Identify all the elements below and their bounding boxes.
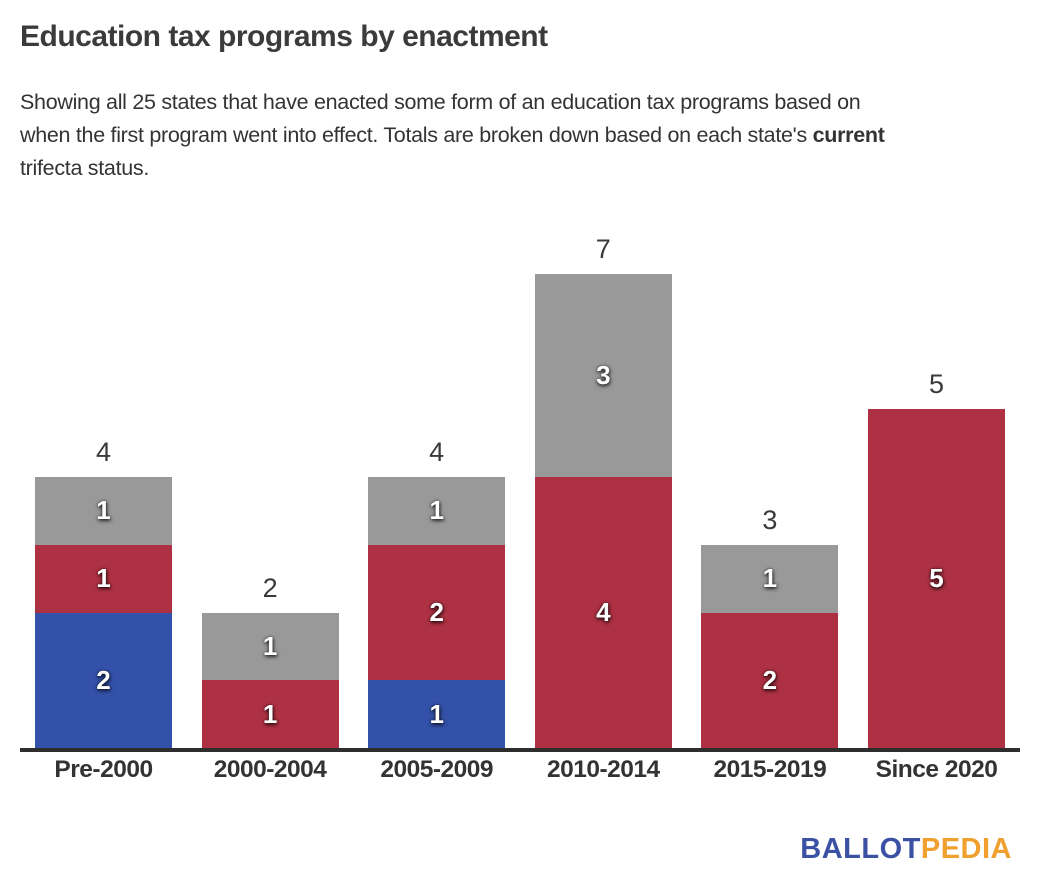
logo-text-ballot: BALLOT bbox=[800, 833, 921, 865]
segment-value-label: 3 bbox=[596, 359, 611, 390]
subtitle-line-2: when the first program went into effect.… bbox=[20, 123, 885, 147]
segment-value-label: 1 bbox=[96, 563, 111, 594]
bar-segment-2000-2004-gray: 1 bbox=[201, 612, 339, 681]
segment-value-label: 2 bbox=[429, 597, 444, 627]
x-axis-label-2015-2019: 2015-2019 bbox=[713, 756, 827, 783]
x-axis-label-2005-2009: 2005-2009 bbox=[380, 756, 494, 783]
segment-value-label: 1 bbox=[429, 698, 444, 729]
subtitle-line-3: trifecta status. bbox=[20, 156, 150, 180]
bar-segment-since-2020-red: 5 bbox=[868, 409, 1005, 748]
chart-subtitle: Showing all 25 states that have enacted … bbox=[20, 86, 1030, 185]
segment-value-label: 1 bbox=[262, 698, 278, 729]
x-axis-label-2010-2014: 2010-2014 bbox=[546, 756, 660, 783]
x-axis-label-2000-2004: 2000-2004 bbox=[213, 756, 327, 783]
bar-segment-2010-2014-gray: 3 bbox=[534, 273, 672, 477]
bar-total-label: 5 bbox=[928, 369, 945, 400]
segment-value-label: 2 bbox=[762, 664, 778, 695]
x-axis-label-pre-2000: Pre-2000 bbox=[54, 756, 153, 783]
bar-segment-2005-2009-blue: 1 bbox=[368, 680, 506, 748]
bar-total-label: 2 bbox=[262, 572, 278, 603]
bar-total-label: 7 bbox=[595, 233, 611, 264]
segment-value-label: 2 bbox=[96, 664, 111, 695]
bar-total-label: 4 bbox=[429, 437, 445, 467]
bar-total-label: 4 bbox=[95, 437, 112, 467]
bar-total-label: 3 bbox=[762, 504, 778, 535]
segment-value-label: 1 bbox=[262, 630, 278, 661]
bar-segment-pre-2000-red: 1 bbox=[35, 544, 172, 613]
bar-segment-2005-2009-gray: 1 bbox=[368, 477, 506, 545]
chart-title: Education tax programs by enactment bbox=[20, 20, 548, 53]
segment-value-label: 4 bbox=[596, 597, 611, 627]
bar-segment-2015-2019-red: 2 bbox=[701, 612, 839, 748]
x-axis-label-since-2020: Since 2020 bbox=[875, 756, 998, 783]
segment-value-label: 1 bbox=[96, 495, 111, 526]
x-axis-line bbox=[20, 748, 1020, 752]
bar-segment-2005-2009-red: 2 bbox=[368, 544, 506, 681]
subtitle-line-1: Showing all 25 states that have enacted … bbox=[20, 90, 861, 114]
subtitle-bold-word: current bbox=[812, 123, 885, 147]
segment-value-label: 1 bbox=[429, 495, 444, 526]
bar-segment-2015-2019-gray: 1 bbox=[701, 544, 839, 613]
logo-text-pedia: PEDIA bbox=[920, 833, 1012, 865]
bar-segment-pre-2000-blue: 2 bbox=[35, 612, 172, 748]
ballotpedia-logo: BALLOTPEDIA bbox=[800, 833, 1012, 866]
segment-value-label: 1 bbox=[762, 563, 778, 594]
bar-segment-2000-2004-red: 1 bbox=[201, 680, 339, 748]
bar-segment-pre-2000-gray: 1 bbox=[35, 477, 172, 545]
bar-segment-2010-2014-red: 4 bbox=[534, 477, 672, 748]
segment-value-label: 5 bbox=[929, 563, 944, 594]
